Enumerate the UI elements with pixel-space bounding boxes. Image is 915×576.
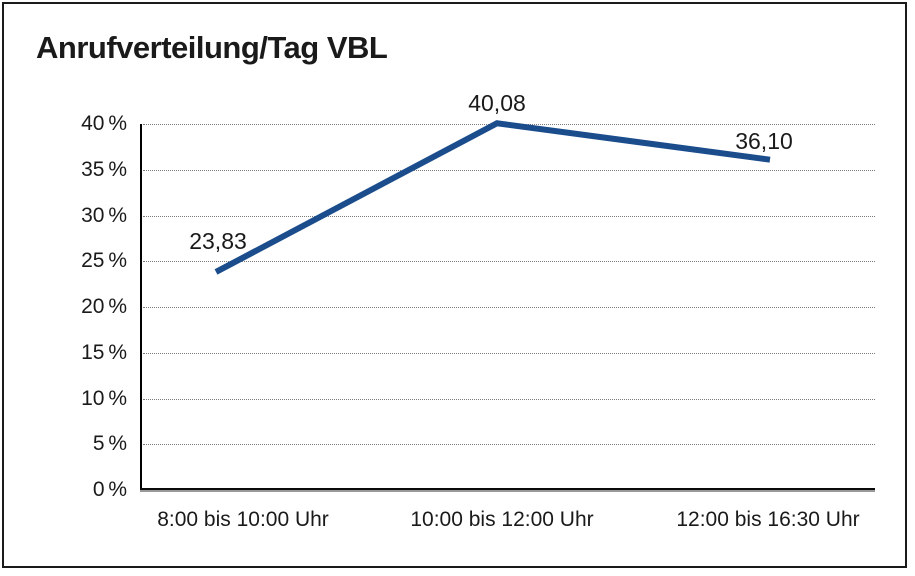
data-point-label-1: 40,08: [468, 90, 526, 116]
gridline-5: [143, 444, 875, 446]
gridline-25: [143, 261, 875, 263]
gridline-10: [143, 398, 875, 400]
y-tick-label-25: 25 %: [81, 249, 127, 273]
y-tick-label-5: 5 %: [92, 432, 127, 456]
gridline-35: [143, 169, 875, 171]
plot-area: 23,83 40,08 36,10: [141, 90, 875, 490]
x-category-label-1: 10:00 bis 12:00 Uhr: [410, 508, 594, 531]
x-axis-line: [140, 488, 875, 490]
y-tick-label-10: 10 %: [81, 386, 127, 410]
y-tick-label-35: 35 %: [81, 157, 127, 181]
data-point-label-0: 23,83: [189, 228, 247, 254]
gridline-30: [143, 215, 875, 217]
y-tick-label-40: 40 %: [81, 112, 127, 135]
y-axis-line: [140, 124, 142, 490]
chart-title: Anrufverteilung/Tag VBL: [36, 30, 388, 65]
data-line: [214, 120, 771, 275]
gridline-20: [143, 307, 875, 308]
gridline-15: [143, 352, 875, 354]
data-point-label-2: 36,10: [735, 128, 793, 154]
x-category-label-0: 8:00 bis 10:00 Uhr: [157, 508, 329, 531]
y-tick-label-20: 20 %: [81, 295, 127, 318]
y-tick-label-15: 15 %: [81, 340, 127, 364]
x-category-label-2: 12:00 bis 16:30 Uhr: [676, 508, 860, 531]
y-tick-label-30: 30 %: [81, 203, 127, 227]
y-tick-label-0: 0 %: [92, 478, 127, 501]
x-axis-shadow-line: [140, 490, 875, 492]
